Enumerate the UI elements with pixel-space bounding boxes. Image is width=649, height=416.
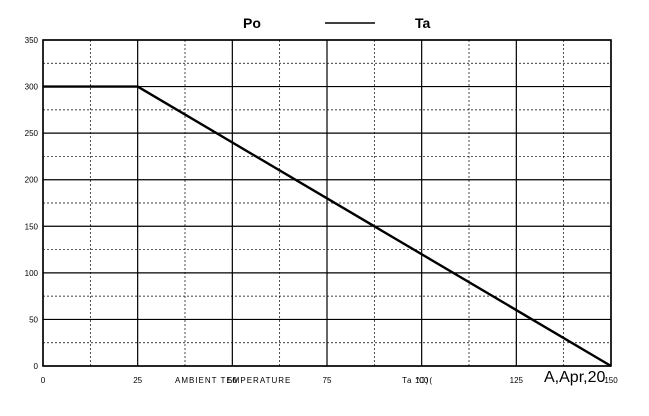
series-line <box>43 85 612 368</box>
series-group <box>43 85 612 368</box>
x-tick-label: 0 <box>41 376 46 385</box>
x-tick-label: 125 <box>510 376 524 385</box>
title-left: Po <box>243 15 261 31</box>
y-tick-labels: 0 50 100 150 200 250 300 350 <box>25 36 39 371</box>
y-tick-label: 0 <box>34 362 39 371</box>
x-tick-label: 150 <box>604 376 618 385</box>
x-tick-label: 100 <box>415 376 429 385</box>
y-tick-label: 150 <box>25 222 39 231</box>
plot-frame <box>42 39 612 367</box>
x-tick-label: 75 <box>323 376 332 385</box>
x-tick-label: 25 <box>133 376 142 385</box>
major-grid <box>42 39 612 367</box>
x-axis-label: AMBIENT TEMPERATURE <box>175 376 291 385</box>
revision-label: A,Apr,20 <box>544 369 605 386</box>
y-tick-label: 100 <box>25 269 39 278</box>
x-axis-unit: Ta ℃)( <box>402 376 433 385</box>
y-tick-label: 250 <box>25 129 39 138</box>
y-tick-label: 200 <box>25 176 39 185</box>
chart-title: Po Ta <box>243 15 431 31</box>
x-tick-label: 50 <box>228 376 237 385</box>
y-tick-label: 300 <box>25 83 39 92</box>
y-tick-label: 350 <box>25 36 39 45</box>
x-tick-labels: 0 25 50 75 100 125 150 <box>41 376 618 385</box>
title-right: Ta <box>415 15 431 31</box>
y-tick-label: 50 <box>29 315 38 324</box>
